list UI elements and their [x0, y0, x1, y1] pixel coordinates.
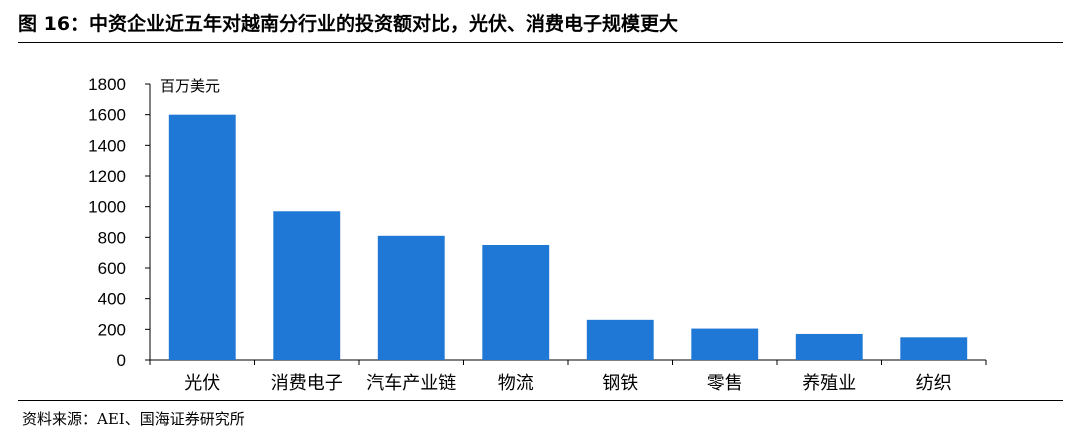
footer-divider: [18, 400, 1063, 401]
bars: [168, 114, 968, 361]
x-category-label: 物流: [498, 373, 534, 393]
y-tick-label: 0: [117, 351, 126, 370]
bar-4: [482, 245, 550, 360]
y-tick-label: 1200: [88, 167, 126, 186]
bar-8: [900, 337, 968, 360]
x-category-label: 钢铁: [602, 373, 638, 393]
y-tick-label: 400: [98, 290, 126, 309]
y-tick-label: 600: [98, 259, 126, 278]
x-category-label: 养殖业: [802, 372, 856, 393]
x-category-label: 纺织: [916, 373, 952, 393]
y-tick-label: 1400: [88, 136, 126, 155]
figure-title: 图 16：中资企业近五年对越南分行业的投资额对比，光伏、消费电子规模更大: [18, 13, 679, 35]
bar-2: [273, 211, 341, 360]
x-category-label: 消费电子: [271, 373, 343, 393]
y-tick-label: 1600: [88, 106, 126, 125]
bar-1: [168, 114, 236, 361]
y-tick-label: 800: [98, 228, 126, 247]
bar-5: [586, 319, 654, 360]
bar-3: [377, 235, 445, 360]
bar-6: [691, 328, 759, 360]
y-tick-label: 1000: [88, 198, 126, 217]
x-category-label: 零售: [707, 373, 743, 393]
chart-header: 图 16：中资企业近五年对越南分行业的投资额对比，光伏、消费电子规模更大: [18, 12, 1063, 43]
y-tick-label: 200: [98, 320, 126, 339]
x-category-label: 汽车产业链: [366, 373, 456, 393]
source-note: 资料来源：AEI、国海证券研究所: [22, 410, 245, 428]
y-tick-label: 1800: [88, 75, 126, 94]
x-category-label: 光伏: [184, 373, 220, 393]
bar-7: [795, 333, 863, 360]
y-axis: 0 200 400 600 800 1000 1200 1400 1600 1800: [88, 75, 151, 370]
unit-label: 百万美元: [160, 78, 220, 95]
x-axis: 光伏 消费电子 汽车产业链 物流 钢铁 零售 养殖业 纺织: [149, 359, 987, 393]
